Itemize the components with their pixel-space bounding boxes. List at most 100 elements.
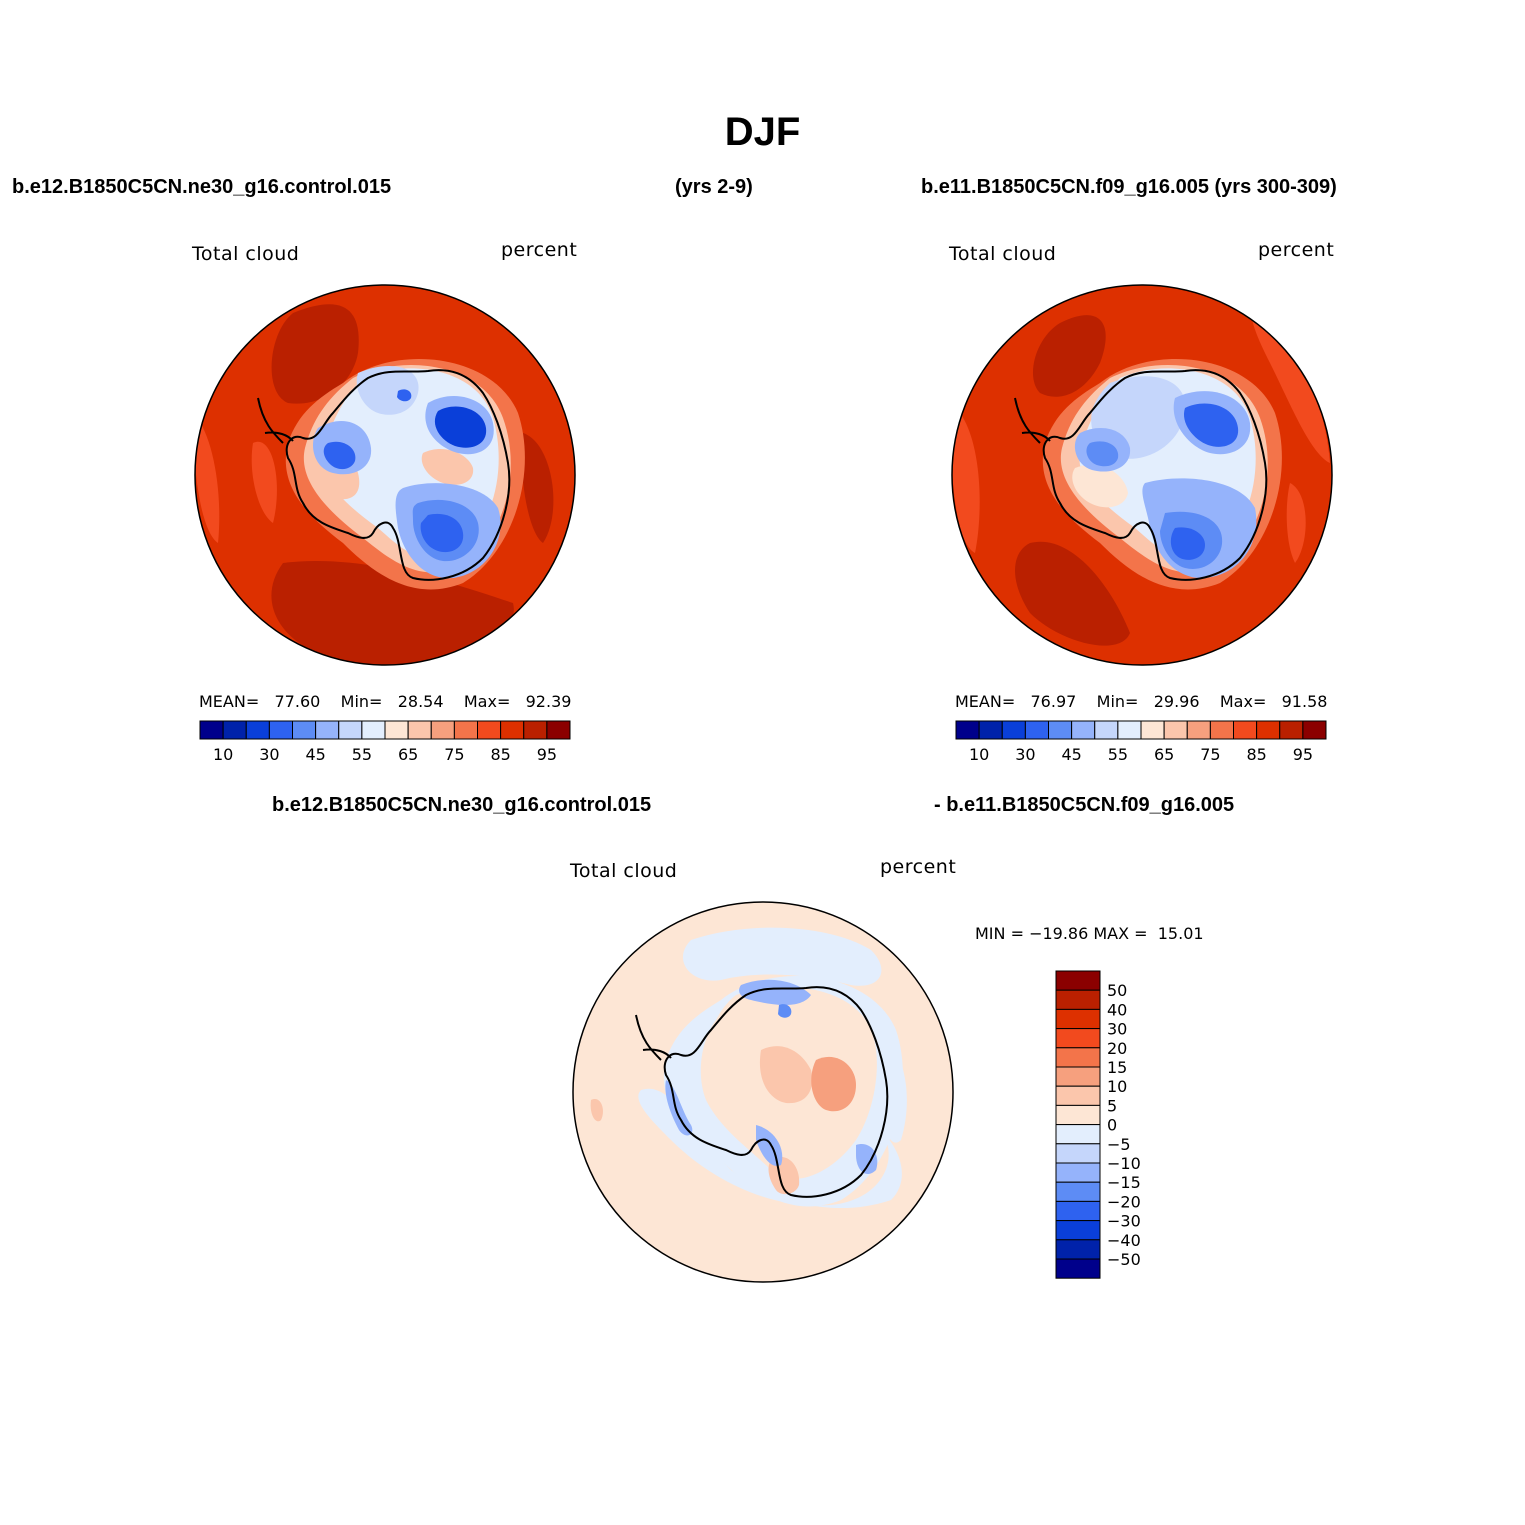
- panel2-units: percent: [1258, 239, 1335, 261]
- panel1-colorbar-tick-label: 65: [398, 745, 418, 764]
- panel3-colorbar-tick-label: 0: [1107, 1116, 1117, 1135]
- panel2-colorbar-swatch: [955, 720, 980, 740]
- panel1-colorbar-tick-label: 10: [213, 745, 233, 764]
- panel2-stats: MEAN= 76.97 Min= 29.96 Max= 91.58: [955, 692, 1327, 711]
- panel1-colorbar-swatch: [407, 720, 432, 740]
- panel1-colorbar-tick-label: 55: [352, 745, 372, 764]
- panel2-colorbar-swatch: [1117, 720, 1142, 740]
- panel2-colorbar-swatch: [1302, 720, 1327, 740]
- panel3-colorbar-tick-label: 15: [1107, 1058, 1127, 1077]
- panel2-colorbar-tick-label: 45: [1061, 745, 1081, 764]
- panel3-colorbar-swatch: [1055, 1200, 1101, 1222]
- page-title: DJF: [724, 110, 801, 154]
- diff-case-right: - b.e11.B1850C5CN.f09_g16.005: [934, 794, 1235, 816]
- panel3-colorbar-swatch: [1055, 1181, 1101, 1202]
- panel1-colorbar-swatch: [523, 720, 548, 740]
- panel2-variable: Total cloud: [949, 243, 1057, 265]
- panel3-variable: Total cloud: [570, 860, 678, 882]
- panel3-colorbar-tick-label: −50: [1107, 1250, 1141, 1269]
- panel3-colorbar-swatch: [1055, 1066, 1101, 1087]
- panel2-colorbar-swatch: [1048, 720, 1073, 740]
- panel2-colorbar-tick-label: 95: [1293, 745, 1313, 764]
- panel3-colorbar-swatch: [1055, 1162, 1101, 1183]
- panel1-colorbar-tick-label: 95: [537, 745, 557, 764]
- panel2-colorbar-swatch: [978, 720, 1003, 740]
- panel2-colorbar-tick-label: 10: [969, 745, 989, 764]
- panel1-colorbar: 10 30 45 55 65 75 85 95: [199, 720, 571, 764]
- panel3-colorbar-swatch: [1055, 1085, 1101, 1106]
- panel1-units: percent: [501, 239, 578, 261]
- panel2-colorbar-swatch: [1163, 720, 1188, 740]
- panel3-colorbar-tick-label: 40: [1107, 1000, 1127, 1019]
- panel3-colorbar-swatch: [1055, 1220, 1101, 1241]
- panel1-colorbar-tick-label: 30: [259, 745, 279, 764]
- case1-name: b.e12.B1850C5CN.ne30_g16.control.015: [12, 176, 392, 198]
- panel1-min-label: Min=: [340, 692, 383, 711]
- panel3-colorbar-tick-label: 50: [1107, 981, 1127, 1000]
- panel3-colorbar-swatch: [1055, 1258, 1101, 1279]
- panel1-map: [194, 284, 576, 666]
- panel1-colorbar-swatch: [222, 720, 247, 740]
- panel1-colorbar-swatch: [292, 720, 317, 740]
- panel2-max-label: Max=: [1219, 692, 1267, 711]
- panel3-colorbar-tick-label: −40: [1107, 1231, 1141, 1250]
- panel1-max-value: 92.39: [525, 692, 572, 711]
- panel3-colorbar-swatch: [1055, 1028, 1101, 1049]
- panel3-colorbar-swatch: [1055, 1008, 1101, 1030]
- panel3-colorbar-tick-label: 30: [1107, 1020, 1127, 1039]
- panel1-colorbar-swatch: [315, 720, 340, 740]
- panel2-colorbar-swatch: [1233, 720, 1258, 740]
- panel1-colorbar-swatch: [500, 720, 525, 740]
- case2-name-years: b.e11.B1850C5CN.f09_g16.005 (yrs 300-309…: [921, 176, 1337, 198]
- panel1-mean-label: MEAN=: [199, 692, 260, 711]
- panel3-colorbar-swatch: [1055, 1143, 1101, 1164]
- panel2-colorbar-swatch: [1256, 720, 1281, 740]
- panel2-mean-label: MEAN=: [955, 692, 1016, 711]
- panel3-colorbar-tick-label: −5: [1107, 1135, 1131, 1154]
- panel3-colorbar-tick-label: −15: [1107, 1173, 1141, 1192]
- panel1-colorbar-tick-label: 45: [305, 745, 325, 764]
- panel3-colorbar-tick-label: 10: [1107, 1077, 1127, 1096]
- panel3-colorbar-swatch: [1055, 1047, 1101, 1068]
- panel2-max-value: 91.58: [1281, 692, 1328, 711]
- panel2-colorbar-swatch: [1209, 720, 1234, 740]
- panel3-map: [572, 901, 954, 1283]
- panel2-colorbar-tick-label: 75: [1200, 745, 1220, 764]
- panel3-colorbar-tick-label: −10: [1107, 1154, 1141, 1173]
- panel2-colorbar-swatch: [1024, 720, 1049, 740]
- case1-years: (yrs 2-9): [675, 176, 753, 198]
- panel3-colorbar-swatch: [1055, 1124, 1101, 1145]
- panel2-colorbar-tick-label: 55: [1108, 745, 1128, 764]
- panel3-colorbar-tick-label: −20: [1107, 1192, 1141, 1211]
- panel3-colorbar-swatch: [1055, 1104, 1101, 1126]
- panel2-colorbar-swatch: [1140, 720, 1165, 740]
- panel2-min-value: 29.96: [1153, 692, 1200, 711]
- panel1-colorbar-swatch: [384, 720, 409, 740]
- panel1-colorbar-swatch: [477, 720, 502, 740]
- panel2-colorbar-swatch: [1094, 720, 1119, 740]
- panel1-colorbar-swatch: [268, 720, 293, 740]
- panel1-mean-value: 77.60: [274, 692, 321, 711]
- panel1-colorbar-tick-label: 85: [490, 745, 510, 764]
- panel3-units: percent: [880, 856, 957, 878]
- panel3-colorbar-swatch: [1055, 1239, 1101, 1260]
- panel1-colorbar-swatch: [546, 720, 571, 740]
- panel3-colorbar-tick-label: −30: [1107, 1212, 1141, 1231]
- panel2-colorbar-swatch: [1071, 720, 1096, 740]
- panel2-map: [951, 284, 1333, 666]
- panel3-colorbar-tick-label: 20: [1107, 1039, 1127, 1058]
- panel2-colorbar-tick-label: 65: [1154, 745, 1174, 764]
- panel2-colorbar-swatch: [1001, 720, 1026, 740]
- panel2-colorbar-tick-label: 85: [1246, 745, 1266, 764]
- panel3-colorbar-swatch: [1055, 989, 1101, 1010]
- panel3-stats: MIN = −19.86 MAX = 15.01: [975, 924, 1204, 943]
- panel2-colorbar-swatch: [1186, 720, 1211, 740]
- panel1-colorbar-tick-label: 75: [444, 745, 464, 764]
- panel2-colorbar-swatch: [1279, 720, 1304, 740]
- panel1-colorbar-swatch: [430, 720, 455, 740]
- panel1-colorbar-swatch: [338, 720, 363, 740]
- panel1-colorbar-swatch: [245, 720, 270, 740]
- panel1-variable: Total cloud: [192, 243, 300, 265]
- diff-case-left: b.e12.B1850C5CN.ne30_g16.control.015: [272, 794, 652, 816]
